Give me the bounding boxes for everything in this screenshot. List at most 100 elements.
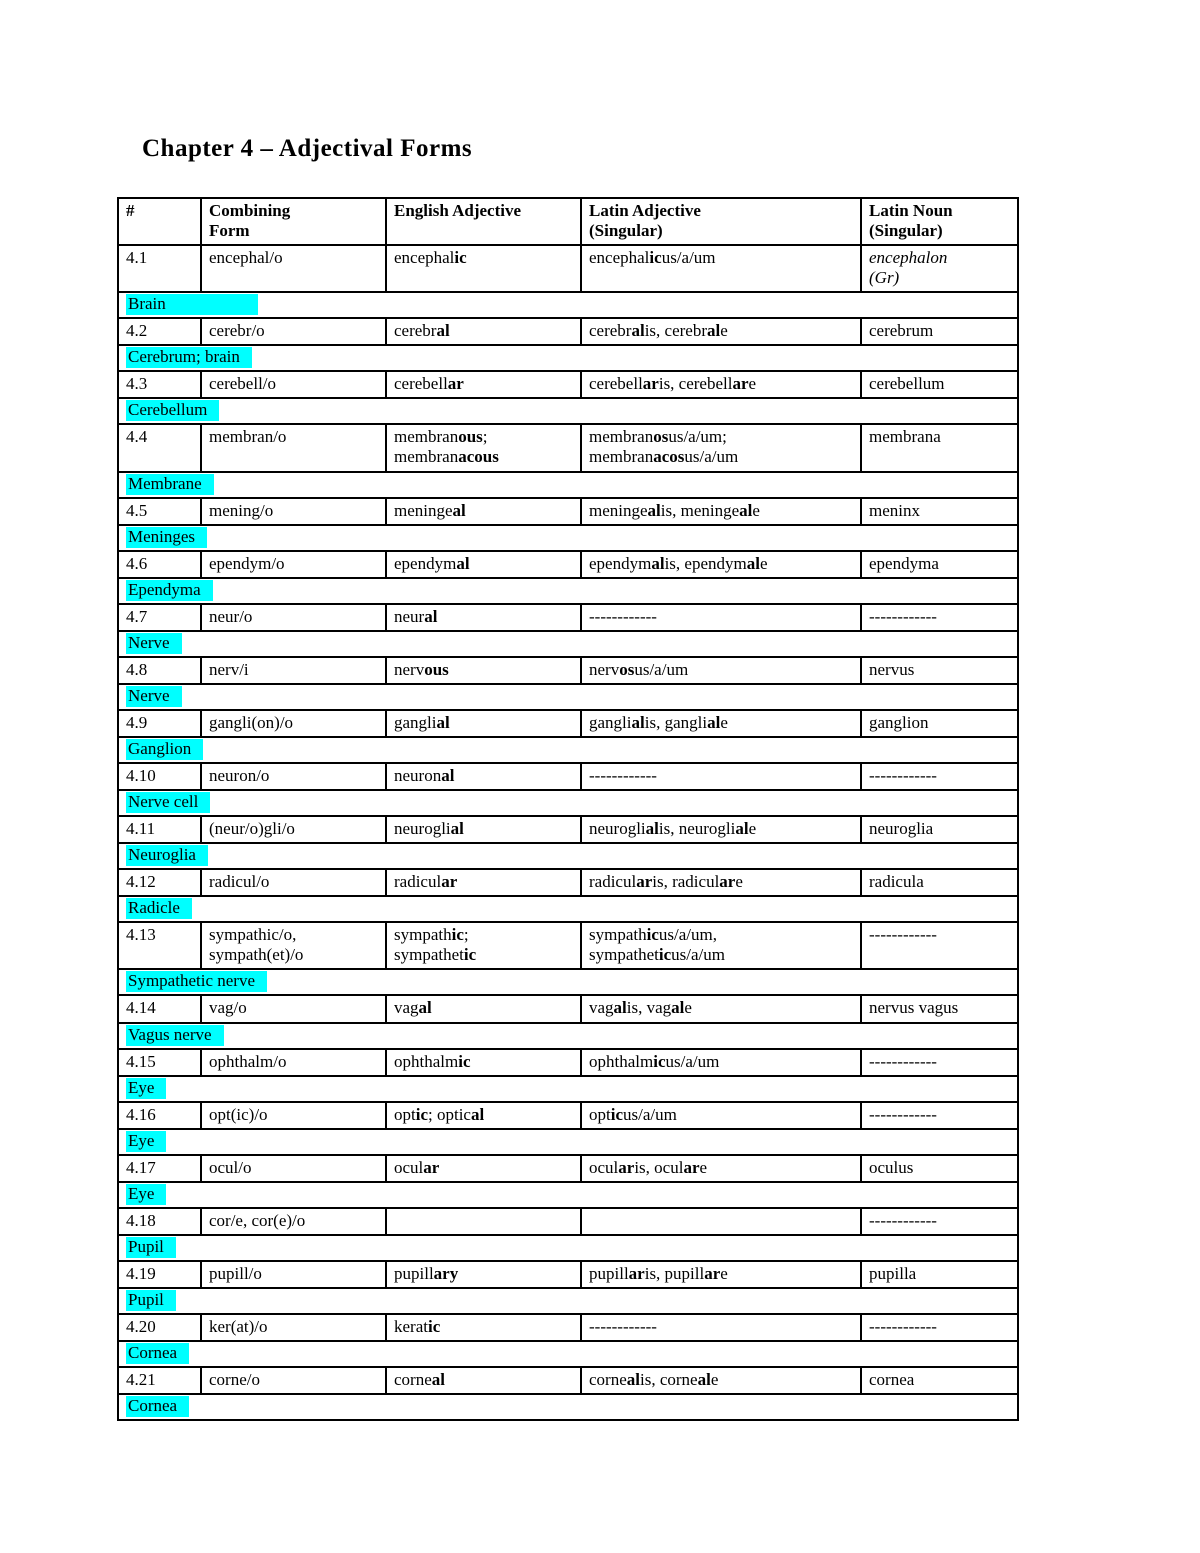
meaning-row-4.12: Radicle (117, 895, 1019, 924)
meaning-cell: Cornea (117, 1340, 1019, 1369)
entry-row-4.3: 4.3 cerebell/o cerebellar cerebellaris, cer… (117, 370, 1019, 400)
cell-latin-noun: cerebellum (860, 370, 1019, 400)
cell-latin-adjective: ocularis, oculare (580, 1153, 862, 1183)
meaning-cell: Nerve (117, 629, 1019, 658)
cell-combining-form: neuron/o (200, 762, 387, 792)
column-header-4: Latin Noun (Singular) (860, 196, 1019, 247)
meaning-highlight: Eye (126, 1183, 167, 1205)
cell-latin-adjective: opticus/a/um (580, 1100, 862, 1130)
cell-number: 4.13 (117, 921, 202, 971)
meaning-row-4.13: Sympathetic nerve (117, 968, 1019, 997)
meaning-highlight: Brain (126, 294, 258, 316)
cell-latin-noun: ------------ (860, 602, 1019, 632)
cell-latin-noun: ------------ (860, 1313, 1019, 1343)
meaning-highlight: Sympathetic nerve (126, 971, 267, 993)
entry-row-4.16: 4.16 opt(ic)/o optic; optical opticus/a/um -… (117, 1100, 1019, 1130)
cell-number: 4.12 (117, 868, 202, 898)
cell-number: 4.2 (117, 317, 202, 347)
entry-row-4.13: 4.13 sympathic/o, sympath(et)/o sympathic; s… (117, 921, 1019, 971)
cell-english-adjective: ependymal (385, 549, 582, 579)
entry-row-4.10: 4.10 neuron/o neuronal ------------ --------… (117, 762, 1019, 792)
entry-row-4.17: 4.17 ocul/o ocular ocularis, oculare oculus (117, 1153, 1019, 1183)
meaning-row-4.19: Pupil (117, 1286, 1019, 1316)
meaning-row-4.15: Eye (117, 1074, 1019, 1103)
cell-latin-adjective: ganglialis, gangliale (580, 708, 862, 738)
entry-row-4.7: 4.7 neur/o neural ------------ ------------ (117, 602, 1019, 632)
cell-combining-form: cerebr/o (200, 317, 387, 347)
meaning-highlight: Cornea (126, 1396, 190, 1418)
cell-latin-noun: ------------ (860, 1047, 1019, 1077)
meaning-row-4.11: Neuroglia (117, 842, 1019, 871)
meaning-highlight: Membrane (126, 473, 214, 495)
cell-number: 4.19 (117, 1259, 202, 1289)
cell-number: 4.1 (117, 244, 202, 294)
entry-row-4.11: 4.11 (neur/o)gli/o neuroglial neuroglialis,… (117, 815, 1019, 845)
cell-latin-adjective: nervosus/a/um (580, 655, 862, 685)
meaning-cell: Neuroglia (117, 842, 1019, 871)
meaning-row-4.5: Meninges (117, 523, 1019, 552)
entry-row-4.12: 4.12 radicul/o radicular radicularis, radic… (117, 868, 1019, 898)
cell-number: 4.11 (117, 815, 202, 845)
meaning-row-4.18: Pupil (117, 1233, 1019, 1262)
cell-english-adjective: neural (385, 602, 582, 632)
cell-number: 4.10 (117, 762, 202, 792)
cell-english-adjective: radicular (385, 868, 582, 898)
meaning-cell: Pupil (117, 1286, 1019, 1316)
table-body: 4.1 encephal/o encephalic encephalicus/a/um… (117, 244, 1019, 1422)
meaning-highlight: Pupil (126, 1289, 176, 1312)
meaning-cell: Cerebellum (117, 397, 1019, 426)
cell-latin-adjective: neuroglialis, neurogliale (580, 815, 862, 845)
cell-latin-adjective: membranosus/a/um; membranacosus/a/um (580, 423, 862, 473)
cell-english-adjective: sympathic; sympathetic (385, 921, 582, 971)
cell-english-adjective: pupillary (385, 1259, 582, 1289)
column-header-1: Combining Form (200, 196, 387, 247)
cell-latin-adjective: ------------ (580, 1313, 862, 1343)
cell-english-adjective: ocular (385, 1153, 582, 1183)
cell-english-adjective: encephalic (385, 244, 582, 294)
meaning-highlight: Ependyma (126, 579, 213, 601)
cell-number: 4.5 (117, 496, 202, 526)
meaning-row-4.4: Membrane (117, 470, 1019, 499)
meaning-row-4.1: Brain (117, 291, 1019, 320)
meaning-highlight: Neuroglia (126, 845, 208, 867)
entry-row-4.1: 4.1 encephal/o encephalic encephalicus/a/um… (117, 244, 1019, 294)
cell-latin-noun: nervus vagus (860, 994, 1019, 1024)
entry-row-4.20: 4.20 ker(at)/o keratic ------------ --------… (117, 1313, 1019, 1343)
meaning-row-4.21: Cornea (117, 1393, 1019, 1422)
cell-english-adjective: nervous (385, 655, 582, 685)
meaning-cell: Nerve cell (117, 789, 1019, 818)
meaning-highlight: Ganglion (126, 738, 204, 761)
cell-latin-adjective: meningealis, meningeale (580, 496, 862, 526)
cell-combining-form: sympathic/o, sympath(et)/o (200, 921, 387, 971)
cell-latin-noun: ------------ (860, 762, 1019, 792)
cell-latin-noun: nervus (860, 655, 1019, 685)
cell-latin-adjective: ------------ (580, 762, 862, 792)
cell-number: 4.7 (117, 602, 202, 632)
cell-number: 4.17 (117, 1153, 202, 1183)
cell-combining-form: gangli(on)/o (200, 708, 387, 738)
cell-latin-noun: ganglion (860, 708, 1019, 738)
meaning-highlight: Vagus nerve (126, 1024, 224, 1046)
cell-combining-form: membran/o (200, 423, 387, 473)
cell-latin-adjective (580, 1206, 862, 1236)
meaning-cell: Vagus nerve (117, 1021, 1019, 1050)
cell-english-adjective: membranous; membranacous (385, 423, 582, 473)
entry-row-4.8: 4.8 nerv/i nervous nervosus/a/um nervus (117, 655, 1019, 685)
meaning-cell: Pupil (117, 1233, 1019, 1262)
table-header: # Combining Form English Adjective Latin Ad… (117, 196, 1019, 247)
cell-number: 4.14 (117, 994, 202, 1024)
cell-combining-form: ker(at)/o (200, 1313, 387, 1343)
cell-english-adjective: vagal (385, 994, 582, 1024)
cell-latin-adjective: ------------ (580, 602, 862, 632)
meaning-cell: Cornea (117, 1393, 1019, 1422)
cell-latin-noun: cornea (860, 1366, 1019, 1396)
cell-combining-form: encephal/o (200, 244, 387, 294)
entry-row-4.6: 4.6 ependym/o ependymal ependymalis, ependy… (117, 549, 1019, 579)
cell-english-adjective: optic; optical (385, 1100, 582, 1130)
cell-latin-noun: pupilla (860, 1259, 1019, 1289)
cell-latin-adjective: cerebralis, cerebrale (580, 317, 862, 347)
meaning-cell: Eye (117, 1074, 1019, 1103)
page-title: Chapter 4 – Adjectival Forms (142, 135, 473, 162)
cell-number: 4.16 (117, 1100, 202, 1130)
